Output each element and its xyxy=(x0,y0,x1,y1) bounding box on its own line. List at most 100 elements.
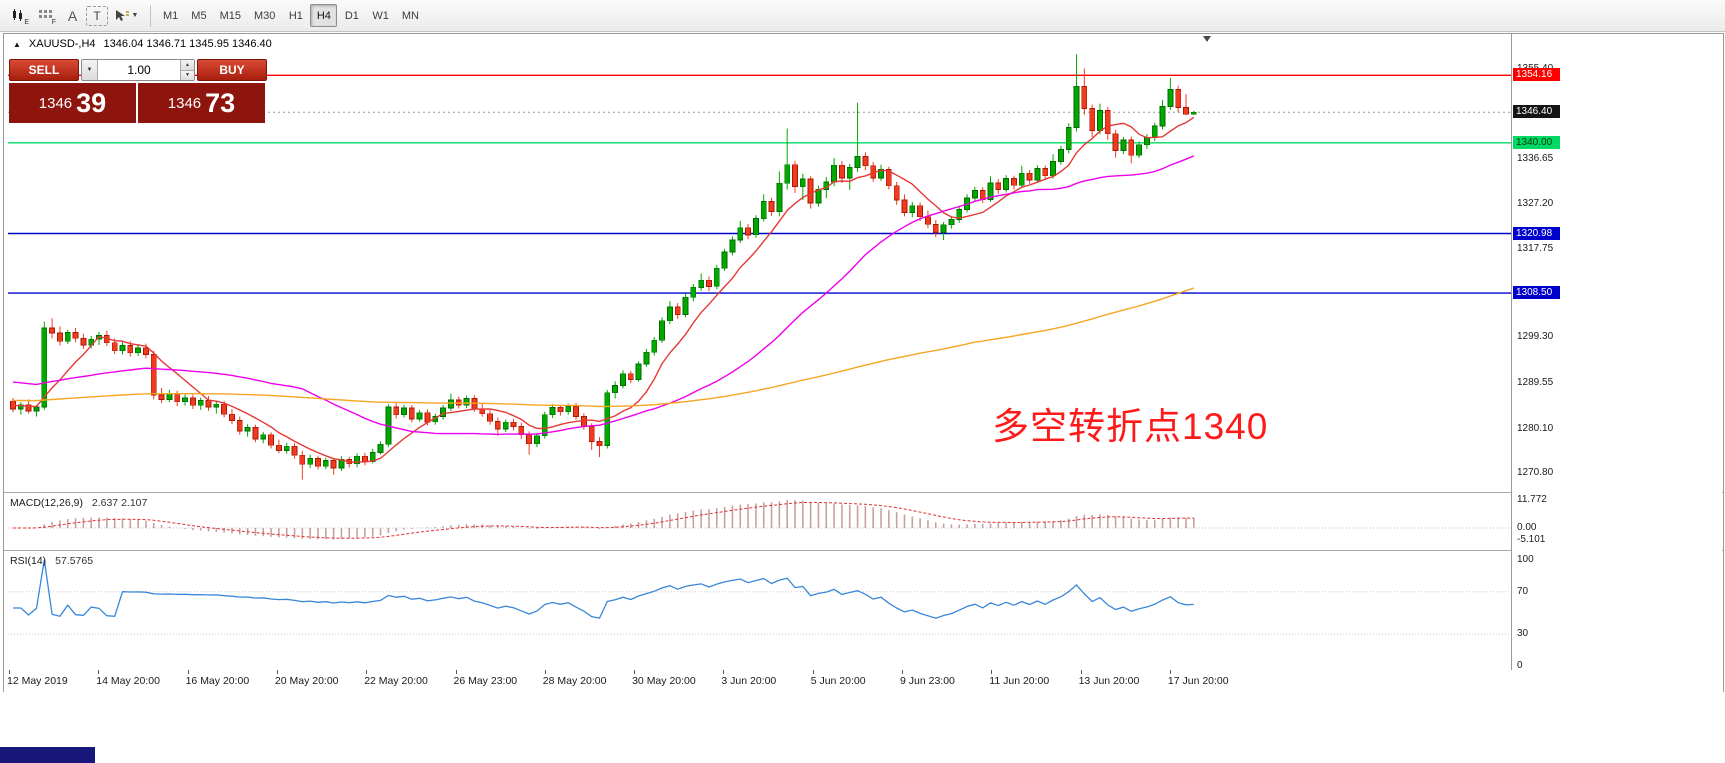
buy-button[interactable]: BUY xyxy=(197,59,267,81)
timeframe-m1[interactable]: M1 xyxy=(163,9,179,22)
panel-toggle-icon[interactable]: ▲ xyxy=(13,39,21,49)
ask-price-box[interactable]: 1346 73 xyxy=(138,83,265,123)
time-tick xyxy=(544,670,546,674)
price-chart-canvas[interactable] xyxy=(4,34,1511,492)
time-axis-label: 13 Jun 20:00 xyxy=(1078,675,1140,687)
macd-axis-label: -5.101 xyxy=(1517,534,1546,546)
volume-value[interactable]: 1.00 xyxy=(127,63,151,77)
time-axis-label: 3 Jun 20:00 xyxy=(721,675,777,687)
spinner-up-icon[interactable]: ▲ xyxy=(181,60,194,71)
ask-frac: 73 xyxy=(205,87,236,118)
rsi-title-text: RSI(14) xyxy=(10,555,47,567)
timeframe-w1[interactable]: W1 xyxy=(372,9,389,22)
rsi-axis-label: 0 xyxy=(1517,660,1523,671)
rsi-value: 57.5765 xyxy=(55,555,94,567)
time-axis-label: 11 Jun 20:00 xyxy=(989,675,1050,687)
indicator-grid-icon[interactable]: F xyxy=(32,3,59,28)
macd-title-text: MACD(12,26,9) xyxy=(10,497,83,509)
chevron-down-icon: ▼ xyxy=(131,12,139,19)
time-tick xyxy=(366,670,368,674)
time-tick xyxy=(187,670,189,674)
macd-values: 2.637 2.107 xyxy=(91,497,148,509)
pane-separator[interactable] xyxy=(4,550,1723,551)
bid-price-box[interactable]: 1346 39 xyxy=(9,83,136,123)
time-tick xyxy=(98,670,100,674)
time-axis-label: 22 May 20:00 xyxy=(364,675,428,687)
candlestick-chart-icon[interactable]: E xyxy=(5,3,32,28)
time-tick xyxy=(812,670,814,674)
rsi-canvas[interactable] xyxy=(4,551,1511,670)
chart-window[interactable]: 1355.401336.651327.201317.751299.301289.… xyxy=(3,33,1724,692)
time-tick xyxy=(634,670,636,674)
chart-annotation-text: 多空转折点1340 xyxy=(992,406,1269,447)
time-axis[interactable]: 12 May 2019 14 May 20:00 16 May 20:00 20 Ma… xyxy=(4,670,1723,692)
timeframe-h1[interactable]: H1 xyxy=(288,9,303,22)
sell-button[interactable]: SELL xyxy=(9,59,79,81)
rsi-axis-label: 100 xyxy=(1517,554,1534,565)
volume-spinner[interactable]: ▲ ▼ xyxy=(180,60,194,80)
time-tick xyxy=(455,670,457,674)
macd-axis-label: 11.772 xyxy=(1517,494,1547,505)
pane-separator[interactable] xyxy=(4,492,1723,493)
price-axis-label: 1327.20 xyxy=(1517,197,1554,209)
time-axis-label: 12 May 2019 xyxy=(7,675,68,687)
time-axis-label: 26 May 23:00 xyxy=(453,675,518,687)
time-axis-label: 5 Jun 20:00 xyxy=(810,675,866,687)
rsi-axis-label: 70 xyxy=(1517,585,1529,597)
timeframe-m30[interactable]: M30 xyxy=(253,9,276,22)
price-axis-label: 1336.65 xyxy=(1517,152,1554,164)
time-axis-label: 17 Jun 20:00 xyxy=(1167,675,1229,687)
time-axis-label: 14 May 20:00 xyxy=(96,675,160,687)
time-axis-label: 28 May 20:00 xyxy=(542,675,607,687)
price-axis-label: 1280.10 xyxy=(1517,422,1554,434)
time-tick xyxy=(723,670,725,674)
top-toolbar: E F A T ▼ M1 M5 M15 M30 H1 H4 D1 W1 MN xyxy=(0,0,1725,32)
timeframe-mn[interactable]: MN xyxy=(401,9,419,22)
price-axis-label: 1289.55 xyxy=(1517,377,1554,389)
time-tick xyxy=(991,670,993,674)
time-tick xyxy=(902,670,903,674)
price-axis[interactable]: 1355.401336.651327.201317.751299.301289.… xyxy=(1511,34,1722,671)
bid-whole: 1346 xyxy=(38,94,73,112)
text-a-icon[interactable]: A xyxy=(67,7,78,24)
toolbar-separator xyxy=(150,4,151,27)
one-click-trading-panel: SELL ▼ 1.00 ▲ ▼ BUY 1346 39 1346 73 xyxy=(9,59,267,123)
macd-title: MACD(12,26,9) 2.637 2.107 xyxy=(10,497,147,509)
volume-field[interactable]: ▼ 1.00 ▲ ▼ xyxy=(81,59,195,81)
macd-canvas[interactable] xyxy=(4,493,1511,550)
price-axis-tag: 1340.00 xyxy=(1513,135,1560,149)
text-label-icon[interactable]: T xyxy=(86,5,108,26)
time-axis-label: 16 May 20:00 xyxy=(185,675,250,687)
price-axis-tag: 1354.16 xyxy=(1513,68,1560,82)
time-axis-label: 9 Jun 23:00 xyxy=(900,675,955,687)
cursor-tool-icon[interactable]: ▼ xyxy=(108,3,144,28)
rsi-title: RSI(14) 57.5765 xyxy=(10,555,93,567)
timeframe-h4[interactable]: H4 xyxy=(310,4,338,27)
bid-frac: 39 xyxy=(76,87,107,118)
timeframe-m5[interactable]: M5 xyxy=(191,9,207,22)
timeframe-m15[interactable]: M15 xyxy=(219,9,241,22)
grid-glyph xyxy=(39,9,52,18)
price-axis-tag: 1320.98 xyxy=(1513,226,1560,240)
tool-sub-label: F xyxy=(51,19,56,26)
price-axis-tag: 1346.40 xyxy=(1513,105,1560,119)
time-axis-label: 30 May 20:00 xyxy=(632,675,696,687)
time-tick xyxy=(9,670,10,674)
spinner-down-icon[interactable]: ▼ xyxy=(181,70,194,80)
price-axis-label: 1299.30 xyxy=(1517,330,1554,342)
symbol-label: XAUUSD-,H4 xyxy=(28,38,96,50)
cursor-glyph xyxy=(115,9,129,21)
time-axis-label: 20 May 20:00 xyxy=(274,675,339,687)
time-tick xyxy=(1080,670,1082,674)
price-axis-label: 1317.75 xyxy=(1517,242,1554,254)
time-tick xyxy=(276,670,278,674)
ask-whole: 1346 xyxy=(167,94,202,112)
ohlc-values: 1346.04 1346.71 1345.95 1346.40 xyxy=(103,38,272,50)
macd-axis-label: 0.00 xyxy=(1517,522,1537,533)
candlestick-glyph xyxy=(12,9,22,21)
chart-shift-marker[interactable] xyxy=(1203,36,1211,42)
timeframe-d1[interactable]: D1 xyxy=(344,9,359,22)
volume-dropdown-icon[interactable]: ▼ xyxy=(82,60,98,80)
quick-nav-field[interactable] xyxy=(0,747,95,763)
rsi-axis-label: 30 xyxy=(1517,628,1529,640)
